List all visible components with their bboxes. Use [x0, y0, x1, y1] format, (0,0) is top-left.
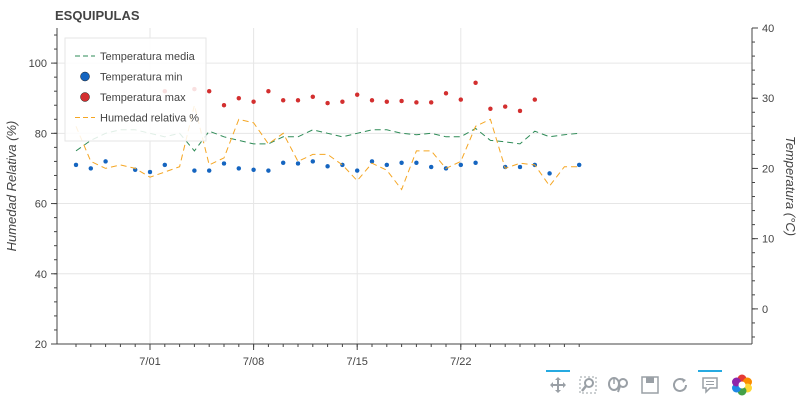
wheel-zoom-icon	[608, 377, 628, 393]
data-point-series-1	[399, 160, 404, 166]
x-tick-label: 7/01	[139, 356, 160, 368]
series-line-0	[75, 127, 580, 152]
data-point-series-2	[443, 91, 449, 96]
data-point-series-1	[325, 164, 330, 169]
x-tick-label: 7/08	[243, 356, 264, 368]
data-point-series-1	[295, 161, 301, 166]
y-tick-label-right: 0	[762, 304, 768, 316]
data-point-series-1	[384, 162, 390, 168]
legend-label: Humedad relativa %	[100, 113, 199, 125]
data-point-series-2	[280, 98, 286, 103]
series-line-3	[75, 105, 580, 191]
legend-item: Temperatura max	[80, 92, 186, 104]
reset-icon	[673, 377, 687, 392]
data-point-series-2	[399, 98, 404, 104]
y-tick-label-left: 60	[35, 199, 47, 211]
box-zoom-icon	[579, 376, 597, 394]
data-point-series-2	[488, 106, 493, 112]
y-tick-label-right: 10	[762, 234, 774, 246]
data-point-series-1	[88, 166, 94, 171]
data-point-series-2	[458, 97, 464, 102]
data-point-series-1	[221, 161, 227, 166]
hover-tool[interactable]	[696, 370, 724, 398]
data-point-series-2	[221, 102, 227, 108]
data-point-series-1	[73, 162, 79, 168]
data-point-series-1	[428, 164, 434, 170]
pan-icon	[550, 377, 566, 393]
data-point-series-2	[369, 98, 375, 103]
data-point-series-2	[473, 80, 478, 86]
box-zoom-tool[interactable]	[574, 372, 602, 398]
legend-label: Temperatura media	[100, 51, 196, 63]
x-tick-label: 7/15	[346, 356, 367, 368]
data-point-series-2	[384, 99, 390, 104]
data-point-series-2	[428, 100, 434, 105]
data-point-series-2	[340, 99, 345, 104]
data-point-series-2	[206, 88, 212, 94]
legend-swatch-point	[80, 71, 90, 82]
data-point-series-2	[236, 95, 242, 101]
data-point-series-1	[236, 166, 242, 171]
data-point-series-2	[517, 108, 523, 114]
y-tick-label-right: 20	[762, 163, 774, 175]
data-point-series-2	[414, 100, 419, 105]
data-point-series-1	[147, 169, 153, 175]
data-point-series-2	[310, 94, 316, 100]
reset-tool[interactable]	[666, 372, 694, 398]
legend: Temperatura media Temperatura min Temperat…	[64, 37, 207, 142]
y-tick-label-left: 80	[35, 128, 47, 140]
save-icon	[641, 376, 659, 394]
y-tick-label-left: 20	[35, 339, 47, 351]
legend-item: Humedad relativa %	[75, 113, 199, 125]
data-point-series-2	[532, 97, 538, 102]
data-point-series-1	[458, 162, 464, 168]
legend-swatch-point	[80, 92, 90, 102]
data-point-series-1	[280, 160, 286, 166]
y-tick-label-left: 100	[29, 58, 47, 70]
pan-tool[interactable]	[544, 370, 572, 398]
data-point-series-2	[354, 92, 360, 97]
data-point-series-1	[547, 171, 552, 176]
wheel-zoom-tool[interactable]	[604, 372, 632, 398]
save-tool[interactable]	[636, 372, 664, 398]
y-tick-label-right: 30	[762, 93, 774, 105]
data-point-series-1	[414, 160, 419, 166]
chart-title: ESQUIPULAS	[55, 8, 140, 23]
data-point-series-1	[576, 162, 582, 168]
legend-item: Temperatura media	[75, 51, 196, 63]
data-point-series-1	[354, 168, 360, 173]
y-axis-right-label: Temperatura (°C)	[783, 136, 798, 236]
y-tick-label-left: 40	[35, 269, 47, 281]
x-tick-label: 7/22	[450, 356, 471, 368]
data-point-series-2	[325, 100, 330, 106]
data-point-series-2	[295, 98, 301, 103]
data-point-series-2	[251, 99, 256, 104]
legend-box	[64, 37, 207, 142]
data-point-series-1	[162, 162, 168, 168]
legend-item: Temperatura min	[80, 71, 183, 84]
data-point-series-2	[266, 88, 271, 94]
data-point-series-1	[103, 159, 108, 164]
legend-label: Temperatura max	[100, 92, 186, 104]
axes: 20 40 60 80 100 0 10 20 30 40 7/01 7/08 7/15 7/22	[29, 23, 775, 368]
data-point-series-1	[251, 167, 256, 173]
data-point-series-1	[192, 168, 197, 173]
hover-tooltip-icon	[702, 377, 718, 394]
bokeh-logo[interactable]	[728, 372, 756, 398]
data-point-series-1	[206, 168, 212, 173]
plot-toolbar	[542, 370, 757, 400]
data-point-series-1	[310, 159, 316, 164]
data-point-series-2	[502, 104, 508, 109]
data-point-series-1	[266, 168, 271, 173]
legend-label: Temperatura min	[100, 72, 183, 84]
y-axis-left-label: Humedad Relativa (%)	[4, 121, 19, 252]
data-point-series-1	[473, 160, 478, 166]
bokeh-logo-icon	[732, 374, 752, 396]
data-point-series-1	[517, 164, 523, 170]
y-tick-label-right: 40	[762, 23, 774, 35]
